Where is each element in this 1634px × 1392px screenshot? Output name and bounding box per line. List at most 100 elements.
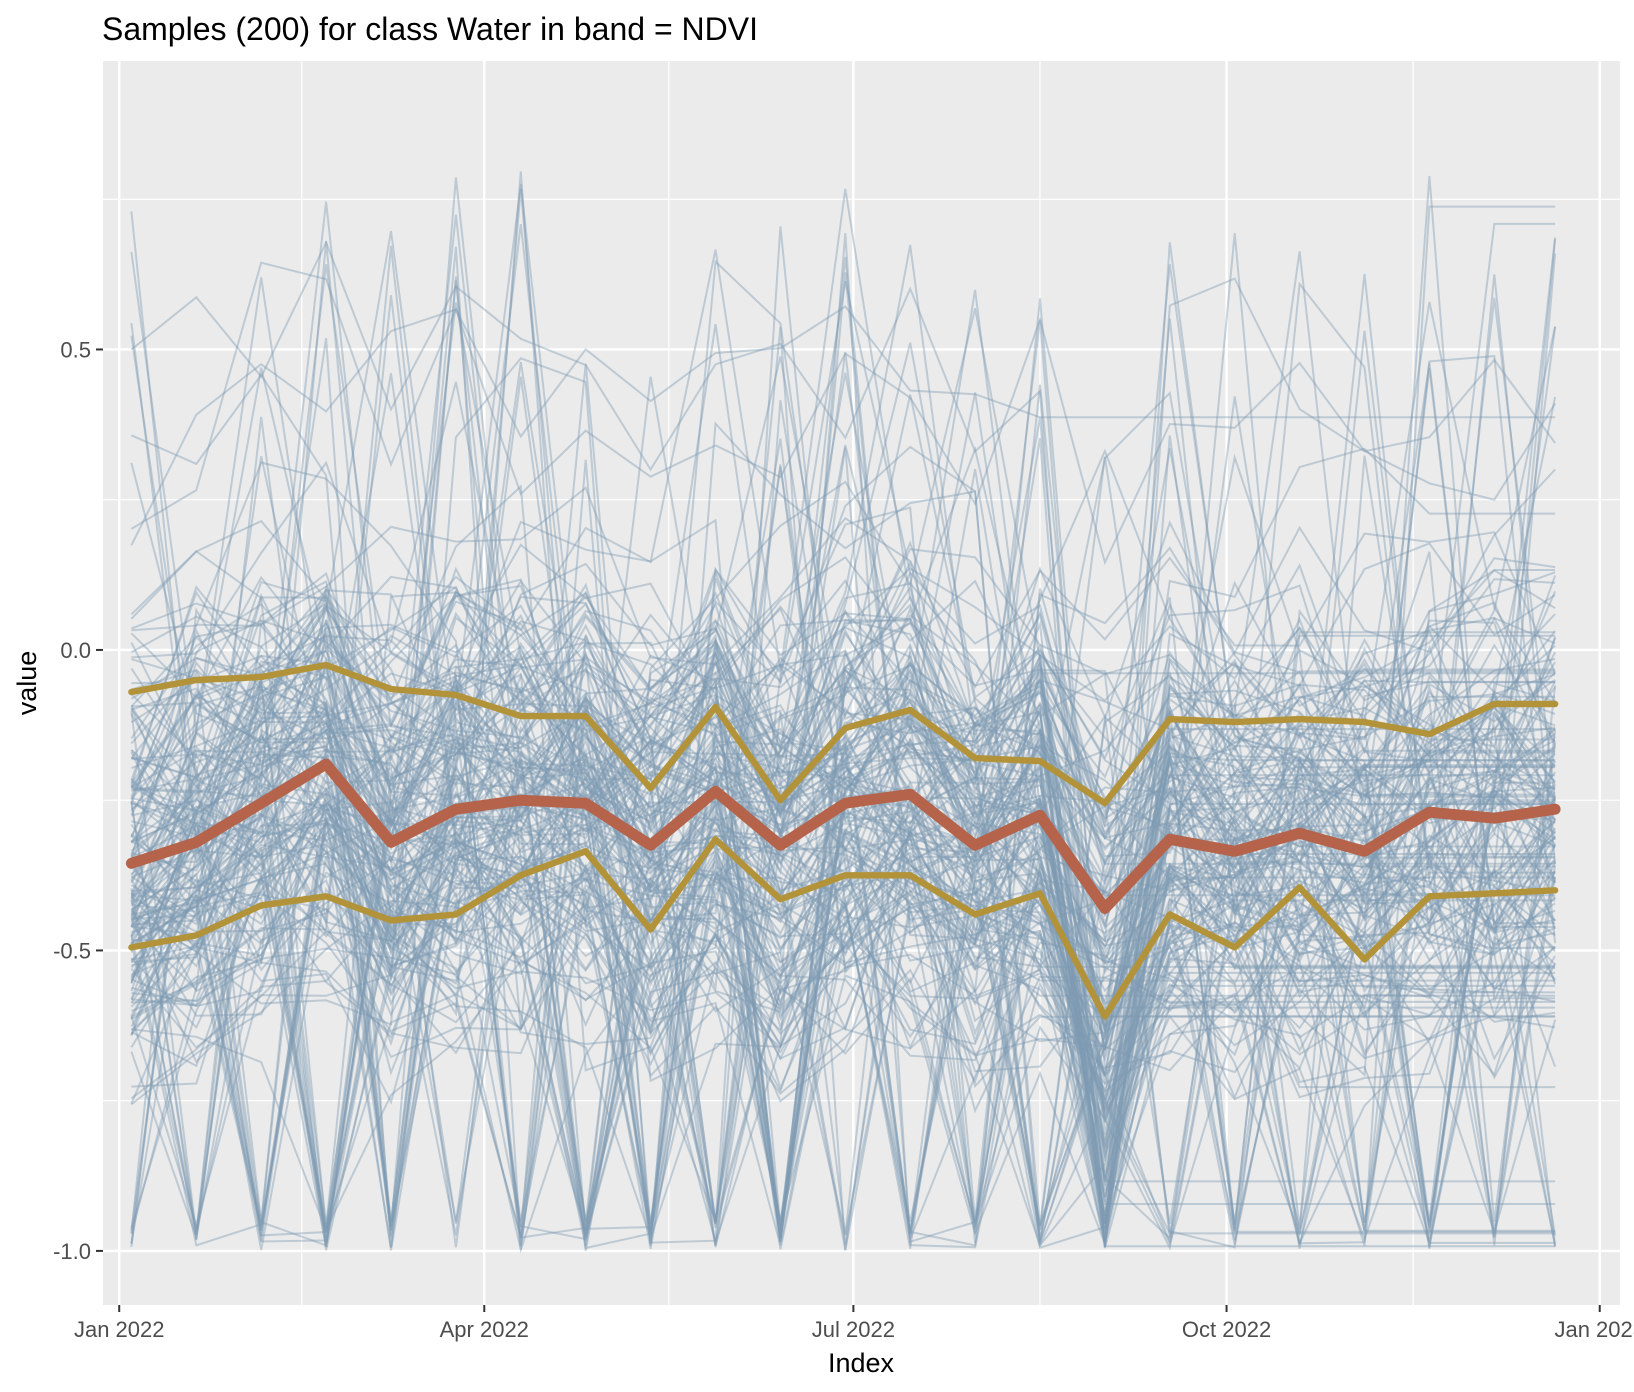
sample-line — [130, 240, 1556, 1248]
sample-line — [130, 175, 1557, 1118]
sample-line — [130, 648, 1556, 1230]
sample-line — [131, 603, 1556, 1244]
sample-line — [130, 416, 1556, 1229]
sample-line — [131, 447, 1556, 1235]
sample-line — [130, 575, 1557, 1231]
sample-line — [130, 808, 1557, 1233]
sample-line — [130, 363, 1557, 1236]
sample-line — [130, 638, 1556, 1236]
sample-line — [130, 862, 1556, 1242]
sample-line — [130, 708, 1556, 944]
sample-line — [131, 486, 1557, 689]
sample-line — [130, 251, 1556, 1228]
sample-line — [130, 753, 1556, 1235]
sample-line — [131, 819, 1557, 1236]
sample-line — [130, 714, 1556, 1232]
sample-line — [130, 177, 1556, 1031]
sample-line — [131, 751, 1556, 1004]
y-axis-title: value — [12, 651, 42, 716]
sample-line — [131, 302, 1557, 1224]
sample-line — [130, 727, 1556, 1230]
sample-line — [130, 392, 1556, 1238]
series-line-median — [125, 758, 1561, 914]
sample-line — [130, 624, 1556, 1248]
sample-line — [130, 394, 1556, 1240]
sample-line — [130, 171, 1556, 1247]
sample-line — [130, 743, 1556, 1248]
sample-line — [130, 591, 1556, 1230]
sample-line — [130, 543, 1557, 1239]
sample-line — [131, 735, 1556, 1233]
series-line-q25 — [128, 836, 1559, 1020]
series-line-q75 — [128, 661, 1559, 807]
sample-line — [130, 772, 1556, 1226]
sample-line — [130, 551, 1557, 1225]
sample-line — [130, 184, 1556, 897]
x-tick-label: Oct 2022 — [1182, 1317, 1271, 1342]
sample-line — [130, 787, 1556, 1141]
sample-line — [131, 697, 1556, 1214]
y-tick-label: -1.0 — [53, 1239, 91, 1264]
sample-line — [130, 272, 1556, 1051]
sample-line — [131, 239, 1557, 1251]
y-tick-label: 0.0 — [60, 638, 91, 663]
sample-line — [130, 330, 1557, 1241]
sample-line — [130, 308, 1556, 1232]
sample-line — [130, 764, 1556, 1181]
sample-line — [130, 595, 1556, 1239]
sample-line — [130, 468, 1556, 1223]
sample-line — [130, 322, 1556, 1239]
y-tick-label: -0.5 — [53, 938, 91, 963]
x-tick-label: Jul 2022 — [812, 1317, 895, 1342]
sample-line — [131, 455, 1556, 1230]
sample-line — [130, 540, 1556, 1243]
sample-line — [130, 619, 1556, 828]
sample-line — [130, 188, 1556, 1063]
sample-line — [130, 274, 1557, 1238]
sample-line — [130, 244, 1556, 1233]
sample-line — [131, 445, 1556, 1236]
sample-line — [130, 733, 1556, 1244]
sample-line — [131, 695, 1556, 915]
sample-line — [130, 319, 1556, 1123]
sample-line — [130, 261, 1556, 530]
sample-line — [130, 754, 1557, 1078]
sample-line — [130, 281, 1557, 1245]
sample-line — [131, 241, 1556, 1067]
sample-line — [131, 444, 1556, 791]
sample-line — [131, 355, 1557, 1251]
sample-line — [131, 396, 1556, 1236]
sample-line — [130, 618, 1556, 1249]
sample-line — [131, 205, 1556, 1247]
sample-line — [130, 376, 1556, 1249]
sample-line — [130, 850, 1556, 1236]
sample-line — [130, 722, 1556, 1240]
sample-line — [130, 679, 1556, 1225]
sample-line — [131, 832, 1556, 1237]
sample-line — [130, 743, 1556, 961]
sample-line — [130, 226, 1556, 1254]
sample-line — [130, 786, 1556, 1248]
sample-line — [131, 591, 1557, 1246]
y-axis: -1.0 -0.5 0.0 0.5 — [53, 337, 103, 1264]
sample-line — [131, 636, 1557, 1227]
sample-line — [130, 875, 1556, 1246]
sample-line — [130, 747, 1556, 1248]
sample-line — [130, 445, 1556, 1246]
sample-line — [130, 799, 1556, 1078]
sample-line — [130, 342, 1556, 828]
sample-line — [131, 641, 1556, 1229]
sample-line — [130, 249, 1556, 1229]
sample-line — [130, 222, 1556, 834]
sample-line — [130, 273, 1556, 1094]
sample-line — [130, 326, 1557, 1244]
sample-line — [130, 624, 1556, 1243]
sample-line — [130, 793, 1556, 1251]
sample-line — [130, 246, 1556, 1247]
sample-line — [130, 211, 1556, 1231]
chart-title: Samples (200) for class Water in band = … — [102, 11, 758, 47]
sample-line — [130, 326, 1557, 1233]
sample-line — [130, 775, 1556, 1245]
sample-line — [130, 861, 1556, 1248]
